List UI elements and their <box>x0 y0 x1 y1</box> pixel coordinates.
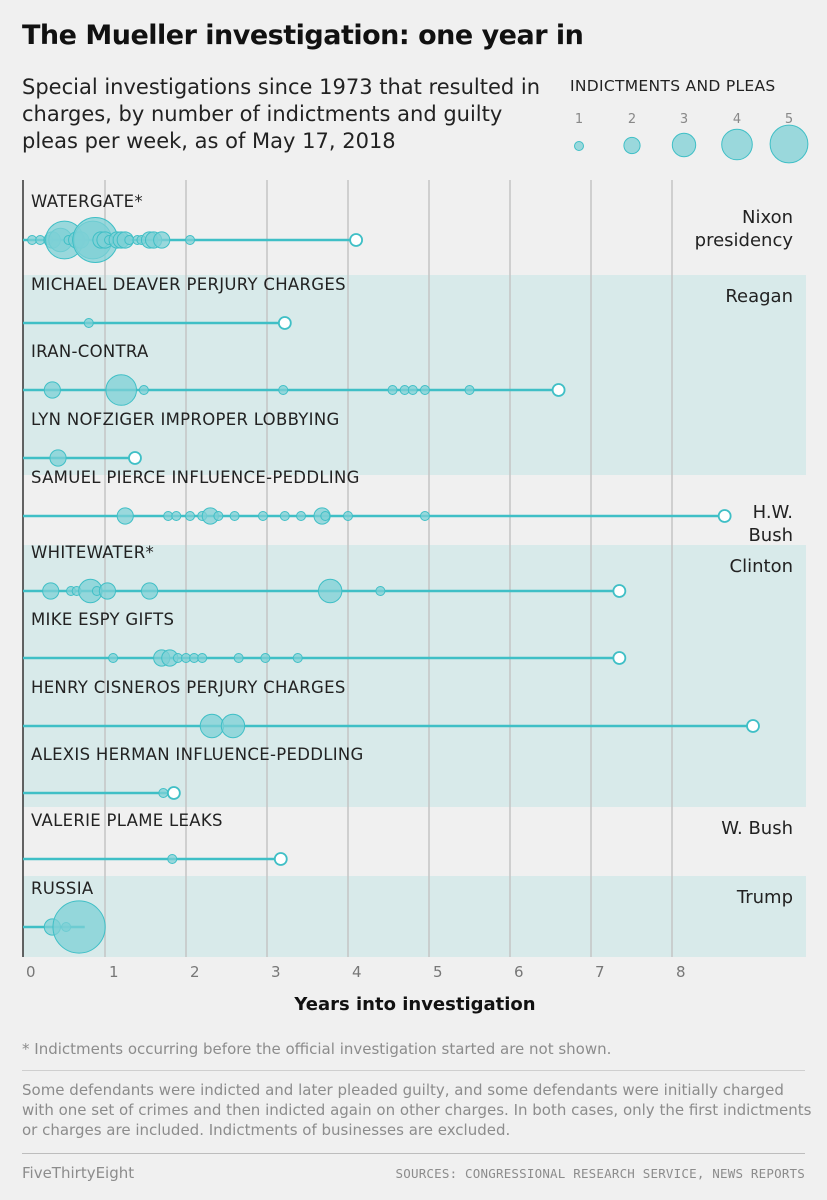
investigation-label: SAMUEL PIERCE INFLUENCE-PEDDLING <box>31 468 360 487</box>
chart-title: The Mueller investigation: one year in <box>22 20 584 51</box>
indictment-dot <box>185 235 196 245</box>
x-tick-label: 5 <box>433 963 443 981</box>
indictment-dot <box>43 381 61 399</box>
indictment-dot <box>407 385 418 395</box>
x-tick-label: 3 <box>271 963 281 981</box>
legend-size-label: 4 <box>733 112 741 127</box>
presidency-band <box>23 275 806 475</box>
indictment-dot <box>140 582 159 600</box>
indictment-dot <box>279 511 290 521</box>
indictment-dot <box>375 586 386 596</box>
legend-dot <box>574 141 584 151</box>
indictment-dot <box>49 449 67 467</box>
x-tick-label: 4 <box>352 963 362 981</box>
legend-size-label: 2 <box>628 112 636 127</box>
divider <box>22 1153 805 1154</box>
legend-title: INDICTMENTS AND PLEAS <box>570 77 776 95</box>
investigation-label: ALEXIS HERMAN INFLUENCE-PEDDLING <box>31 745 364 764</box>
x-tick-label: 2 <box>190 963 200 981</box>
chart-area: 0 1 2 3 4 5 6 7 8 Years into investigation Nixon pr… <box>22 112 809 1015</box>
legend-size-label: 1 <box>575 112 583 127</box>
end-marker <box>128 451 142 465</box>
indictment-dot <box>419 511 430 521</box>
indictment-dot <box>317 578 343 604</box>
divider <box>22 1070 805 1071</box>
presidency-band <box>23 876 806 957</box>
end-marker <box>612 651 627 665</box>
indictment-dot <box>213 511 224 521</box>
indictment-dot <box>229 511 240 521</box>
indictment-dot <box>387 385 398 395</box>
indictment-dot <box>260 653 271 663</box>
indictment-dot <box>153 231 171 249</box>
indictment-dot <box>320 511 331 521</box>
end-marker <box>746 719 760 733</box>
legend-dot <box>721 128 753 161</box>
presidency-label: Nixon presidency <box>695 207 794 251</box>
end-marker <box>166 786 181 800</box>
presidency-label: Reagan <box>725 286 793 307</box>
indictment-dot <box>278 385 289 395</box>
investigation-label: MIKE ESPY GIFTS <box>31 610 174 629</box>
indictment-dot <box>158 788 169 798</box>
investigation-label: LYN NOFZIGER IMPROPER LOBBYING <box>31 410 340 429</box>
indictment-dot <box>292 653 303 663</box>
investigation-label: MICHAEL DEAVER PERJURY CHARGES <box>31 275 346 294</box>
end-marker <box>551 383 566 397</box>
indictment-dot <box>167 854 178 864</box>
indictment-dot <box>116 507 134 525</box>
end-marker <box>277 316 292 330</box>
x-tick-label: 1 <box>109 963 119 981</box>
sources-label: SOURCES: CONGRESSIONAL RESEARCH SERVICE,… <box>395 1166 805 1181</box>
footnote: * Indictments occurring before the offic… <box>22 1040 612 1058</box>
indictment-dot <box>185 511 196 521</box>
legend-dot <box>623 136 641 155</box>
indictment-dot <box>199 713 225 739</box>
indictment-dot <box>296 511 307 521</box>
indictment-dot <box>108 653 119 663</box>
chart-subtitle: Special investigations since 1973 that r… <box>22 75 541 153</box>
indictment-dot <box>197 653 208 663</box>
indictment-dot <box>52 900 106 954</box>
indictment-dot <box>257 511 268 521</box>
presidency-label: H.W. Bush <box>748 502 793 546</box>
presidency-band <box>23 545 806 807</box>
end-marker <box>612 584 627 598</box>
indictment-dot <box>419 385 430 395</box>
indictment-dot <box>464 385 475 395</box>
x-tick-label: 7 <box>595 963 605 981</box>
x-tick-label: 8 <box>676 963 686 981</box>
end-marker <box>349 233 364 247</box>
legend-size-label: 5 <box>785 112 793 127</box>
presidency-label: W. Bush <box>721 818 793 839</box>
indictment-dot <box>98 582 117 600</box>
indictment-dot <box>171 511 182 521</box>
brand-label: FiveThirtyEight <box>22 1164 135 1182</box>
x-tick-label: 6 <box>514 963 524 981</box>
indictment-dot <box>343 511 353 521</box>
indictment-dot <box>105 374 137 406</box>
investigation-label: IRAN-CONTRA <box>31 342 149 361</box>
indictment-dot <box>220 713 246 739</box>
investigation-label: RUSSIA <box>31 879 94 898</box>
indictment-dot <box>138 385 149 395</box>
x-axis-label: Years into investigation <box>293 994 535 1015</box>
indictment-dot <box>42 582 60 600</box>
investigation-label: WATERGATE* <box>31 192 143 211</box>
presidency-label: Clinton <box>730 556 793 577</box>
investigation-label: HENRY CISNEROS PERJURY CHARGES <box>31 678 346 697</box>
legend-dot <box>671 132 697 158</box>
investigation-label: VALERIE PLAME LEAKS <box>31 811 223 830</box>
presidency-label: Trump <box>736 887 793 908</box>
indictment-dot <box>83 318 94 328</box>
legend-dot <box>769 124 809 164</box>
methodology-note: Some defendants were indicted and later … <box>22 1081 812 1139</box>
end-marker <box>717 509 732 523</box>
indictment-dot <box>233 653 244 663</box>
investigation-label: WHITEWATER* <box>31 543 154 562</box>
end-marker <box>273 852 288 866</box>
legend-size-label: 3 <box>680 112 688 127</box>
x-tick-label: 0 <box>26 963 36 981</box>
